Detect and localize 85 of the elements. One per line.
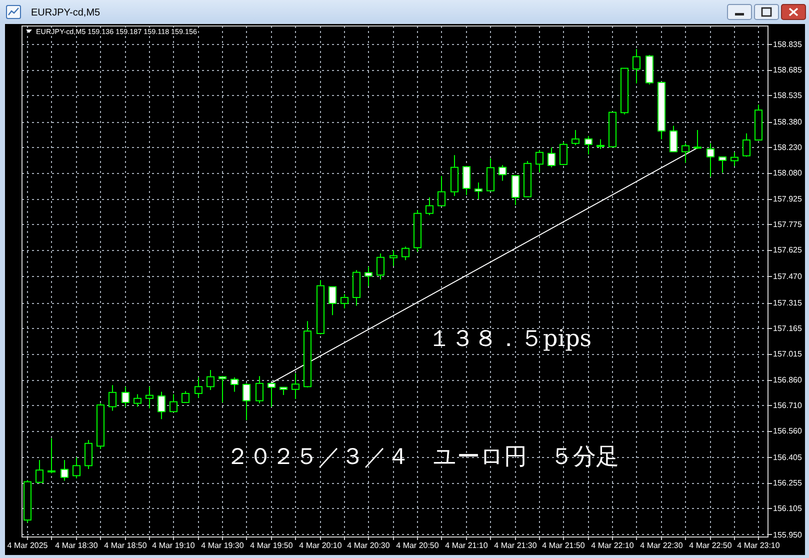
candlestick	[292, 372, 300, 400]
candlestick	[426, 196, 434, 216]
x-tick-label: 4 Mar 19:30	[201, 541, 244, 550]
candlestick	[572, 129, 580, 146]
y-tick-label: 158.535	[773, 91, 802, 100]
y-tick-label: 156.710	[773, 401, 802, 410]
candlestick	[48, 438, 56, 474]
x-tick-label: 4 Mar 21:10	[445, 541, 488, 550]
candlestick	[512, 175, 520, 206]
x-tick-label: 4 Mar 21:50	[542, 541, 586, 550]
candlestick	[72, 456, 80, 479]
candlestick	[730, 152, 738, 166]
candlestick	[364, 266, 372, 287]
x-tick-label: 4 Mar 20:50	[396, 541, 440, 550]
x-tick-label: 4 Mar 19:10	[152, 541, 196, 550]
candlestick	[158, 391, 166, 420]
x-tick-label: 4 Mar 20:30	[347, 541, 390, 550]
candlestick	[182, 390, 190, 403]
x-tick-label: 4 Mar 22:10	[591, 541, 634, 550]
x-tick-label: 4 Mar 21:30	[494, 541, 538, 550]
candlestick	[462, 166, 470, 196]
x-tick-label: 4 Mar 18:30	[55, 541, 98, 550]
x-tick-label: 4 Mar 2025	[7, 541, 48, 550]
x-tick-label: 4 Mar 19:50	[250, 541, 294, 550]
candlestick	[60, 460, 68, 482]
candlestick	[536, 150, 544, 173]
candlestick	[438, 176, 446, 206]
y-tick-label: 157.315	[773, 298, 802, 308]
y-tick-label: 158.685	[773, 66, 802, 75]
candlestick	[742, 132, 750, 158]
candlestick	[146, 386, 154, 409]
candlestick	[498, 164, 506, 182]
candlestick	[596, 138, 604, 150]
candlestick	[632, 48, 640, 84]
candlestick	[218, 376, 226, 403]
candlestick	[548, 146, 556, 168]
y-tick-label: 156.105	[773, 504, 802, 513]
candlestick	[256, 376, 264, 404]
candlestick	[560, 142, 568, 166]
candlestick	[206, 370, 214, 391]
x-tick-label: 4 Mar 18:50	[104, 541, 148, 550]
candlestick	[486, 158, 494, 192]
candlestick	[194, 376, 202, 398]
candlestick	[242, 382, 250, 421]
y-tick-label: 157.925	[773, 194, 802, 204]
candlestick	[84, 440, 92, 470]
candlestick	[340, 294, 348, 309]
y-tick-label: 156.860	[773, 376, 802, 385]
candlestick	[230, 376, 238, 392]
x-tick-label: 4 Mar 22:30	[640, 541, 684, 550]
candlestick	[682, 142, 690, 164]
candlestick	[170, 394, 178, 412]
y-tick-label: 156.560	[773, 426, 802, 436]
y-tick-label: 157.625	[773, 246, 802, 255]
x-tick-label: 4 Mar 22:50	[689, 541, 732, 550]
x-tick-label: 4 Mar 23:10	[737, 541, 780, 550]
y-tick-label: 158.230	[773, 142, 802, 152]
candlestick	[134, 394, 142, 408]
y-tick-label: 157.165	[773, 324, 802, 333]
annotation: ２０２５／３／４ ユーロ円 ５分足	[226, 444, 619, 470]
y-tick-label: 156.255	[773, 478, 802, 488]
candlestick	[402, 246, 410, 261]
candlestick	[706, 142, 714, 178]
candlestick	[108, 384, 116, 412]
y-tick-label: 158.080	[773, 168, 802, 178]
chart-title: EURJPY-cd,M5	[31, 8, 101, 18]
annotation: １３８．５pips	[428, 326, 592, 352]
y-tick-label: 156.405	[773, 452, 802, 462]
candlestick	[36, 460, 44, 484]
candlestick	[584, 136, 592, 155]
y-tick-label: 157.470	[773, 272, 802, 282]
candlestick	[670, 125, 678, 152]
candlestick	[474, 182, 482, 200]
x-tick-label: 4 Mar 20:10	[299, 541, 342, 550]
y-tick-label: 157.015	[773, 349, 802, 358]
candlestick	[376, 252, 384, 280]
candlestick	[390, 250, 398, 267]
candlestick	[122, 386, 130, 408]
candlestick	[694, 129, 702, 150]
y-tick-label: 158.835	[773, 40, 802, 50]
y-tick-label: 155.950	[773, 530, 802, 540]
candlestick	[718, 156, 726, 174]
y-tick-label: 158.380	[773, 117, 802, 126]
candlestick	[328, 286, 336, 316]
y-tick-label: 157.775	[773, 220, 802, 230]
